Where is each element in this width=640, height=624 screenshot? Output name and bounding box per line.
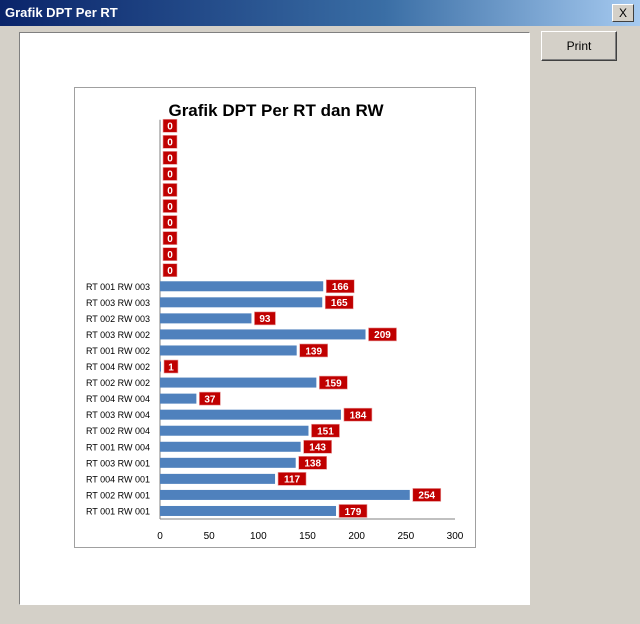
data-label: 0 [167, 154, 173, 165]
y-category-label: RT 001 RW 001 [86, 506, 150, 516]
data-label: 159 [325, 378, 342, 389]
bar [160, 313, 252, 324]
y-category-label: RT 003 RW 003 [86, 298, 150, 308]
bar [160, 409, 341, 420]
data-label-box [303, 439, 332, 454]
bar [160, 489, 410, 500]
x-tick-label: 250 [397, 531, 414, 542]
data-label-box [311, 423, 340, 438]
data-label: 139 [305, 346, 322, 357]
data-label-box [299, 343, 328, 358]
data-label: 0 [167, 250, 173, 261]
y-category-label: RT 001 RW 004 [86, 442, 150, 452]
data-label: 37 [204, 394, 216, 405]
data-label-box [338, 504, 368, 518]
y-category-label: RT 002 RW 002 [86, 378, 150, 388]
data-label-box [162, 135, 178, 149]
bar [160, 425, 309, 436]
x-tick-label: 300 [447, 531, 464, 542]
data-label: 1 [168, 362, 174, 373]
data-label-box [162, 118, 178, 133]
bar [160, 281, 324, 292]
data-label-box [162, 247, 178, 261]
data-label: 0 [167, 138, 173, 149]
data-label-box [319, 375, 348, 390]
data-label: 0 [167, 122, 173, 133]
x-tick-label: 200 [348, 531, 365, 542]
window-title: Grafik DPT Per RT [5, 5, 118, 20]
data-label-box [412, 488, 442, 502]
data-label: 93 [259, 314, 271, 325]
x-tick-label: 100 [250, 531, 267, 542]
data-label: 0 [167, 186, 173, 197]
y-category-label: RT 004 RW 002 [86, 362, 150, 372]
bar [160, 297, 323, 308]
print-button[interactable]: Print [541, 31, 617, 61]
data-label: 179 [345, 507, 362, 518]
data-label: 184 [350, 410, 367, 421]
x-tick-label: 0 [157, 531, 163, 542]
data-label: 117 [284, 475, 301, 486]
y-category-label: RT 003 RW 002 [86, 330, 150, 340]
bar [160, 361, 161, 372]
data-label: 0 [167, 218, 173, 229]
data-label-box [162, 167, 178, 181]
y-category-label: RT 002 RW 003 [86, 314, 150, 324]
bar [160, 393, 197, 404]
bar [160, 457, 296, 468]
data-label-box [162, 199, 178, 213]
data-label-box [324, 295, 354, 310]
bar [160, 345, 297, 356]
data-label-box [162, 263, 178, 278]
data-label-box [162, 151, 178, 165]
data-label-box [199, 391, 221, 406]
data-label: 165 [331, 298, 348, 309]
y-category-label: RT 002 RW 004 [86, 426, 150, 436]
data-label-box [368, 327, 397, 342]
data-label: 143 [309, 443, 326, 454]
y-category-label: RT 003 RW 004 [86, 410, 150, 420]
data-label-box [277, 472, 307, 486]
data-label-box [162, 183, 178, 197]
chart-title: Grafik DPT Per RT dan RW [168, 101, 384, 120]
data-label: 0 [167, 266, 173, 277]
data-label-box [162, 215, 178, 229]
data-label: 138 [304, 459, 321, 470]
bar [160, 505, 337, 516]
y-category-label: RT 001 RW 003 [86, 282, 150, 292]
x-tick-label: 150 [299, 531, 316, 542]
data-label-box [298, 456, 328, 470]
data-label: 254 [418, 491, 435, 502]
data-label: 209 [374, 330, 391, 341]
y-category-label: RT 003 RW 001 [86, 458, 150, 468]
data-label: 151 [317, 427, 334, 438]
data-label: 0 [167, 202, 173, 213]
title-bar: Grafik DPT Per RT X [0, 0, 640, 26]
y-category-label: RT 004 RW 004 [86, 394, 150, 404]
y-category-label: RT 004 RW 001 [86, 474, 150, 484]
bar [160, 329, 366, 340]
x-tick-label: 50 [204, 531, 216, 542]
data-label-box [162, 231, 178, 245]
bar [160, 441, 301, 452]
close-button[interactable]: X [612, 4, 634, 22]
data-label-box [163, 359, 179, 374]
bar [160, 473, 276, 484]
bar [160, 377, 317, 388]
y-category-label: RT 002 RW 001 [86, 490, 150, 500]
data-label-box [343, 407, 373, 422]
data-label-box [325, 279, 355, 294]
y-category-label: RT 001 RW 002 [86, 346, 150, 356]
data-label: 0 [167, 234, 173, 245]
data-label-box [254, 311, 276, 326]
data-label: 166 [332, 282, 349, 293]
data-label: 0 [167, 170, 173, 181]
